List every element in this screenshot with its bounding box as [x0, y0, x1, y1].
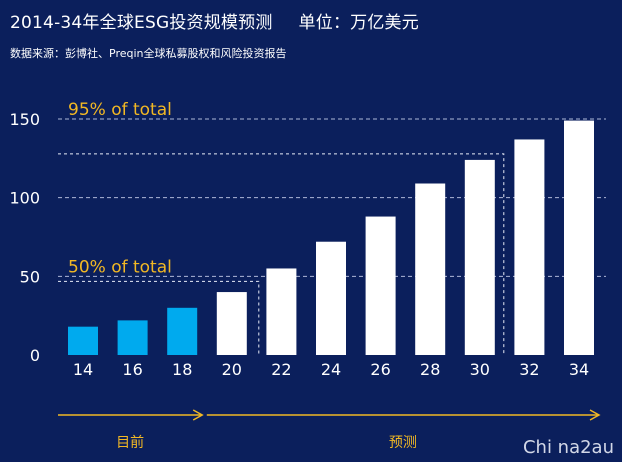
bar	[68, 326, 98, 355]
chart-unit: 单位：万亿美元	[298, 13, 419, 33]
y-tick-label: 50	[20, 267, 40, 286]
chart-title: 2014-34年全球ESG投资规模预测 单位：万亿美元	[10, 8, 419, 33]
bar	[316, 241, 346, 355]
marker-95-line	[58, 153, 505, 355]
bar	[266, 268, 297, 355]
y-tick-label: 0	[30, 346, 40, 365]
y-tick-label: 150	[9, 110, 40, 129]
bar	[564, 120, 594, 355]
period-arrow-head	[589, 409, 601, 421]
x-tick-label: 20	[222, 360, 242, 379]
x-tick-label: 18	[172, 360, 192, 379]
x-tick-label: 14	[73, 360, 93, 379]
bar	[365, 216, 396, 355]
bar	[216, 292, 247, 355]
bar	[415, 183, 446, 355]
x-tick-label: 32	[519, 360, 539, 379]
x-tick-label: 26	[370, 360, 390, 379]
marker-50-line	[58, 280, 260, 355]
period-arrow-head	[192, 409, 204, 421]
data-source: 数据来源：彭博社、Preqin全球私募股权和风险投资报告	[10, 47, 287, 60]
x-tick-label: 28	[420, 360, 440, 379]
x-tick-label: 16	[122, 360, 142, 379]
bar	[464, 159, 495, 355]
annotation-label: 95% of total	[68, 100, 172, 120]
x-tick-label: 24	[321, 360, 341, 379]
x-tick-label: 30	[470, 360, 490, 379]
y-tick-label: 100	[9, 189, 40, 208]
bar	[117, 320, 148, 355]
period-label: 目前	[116, 434, 144, 451]
bar	[514, 139, 545, 355]
period-label: 预测	[389, 435, 417, 451]
x-tick-label: 22	[271, 360, 291, 379]
annotation-label: 50% of total	[68, 257, 172, 277]
bar	[167, 307, 198, 355]
watermark: Chi na2au	[522, 437, 614, 458]
x-tick-label: 34	[569, 360, 589, 379]
chart-title-text: 2014-34年全球ESG投资规模预测	[10, 13, 273, 33]
